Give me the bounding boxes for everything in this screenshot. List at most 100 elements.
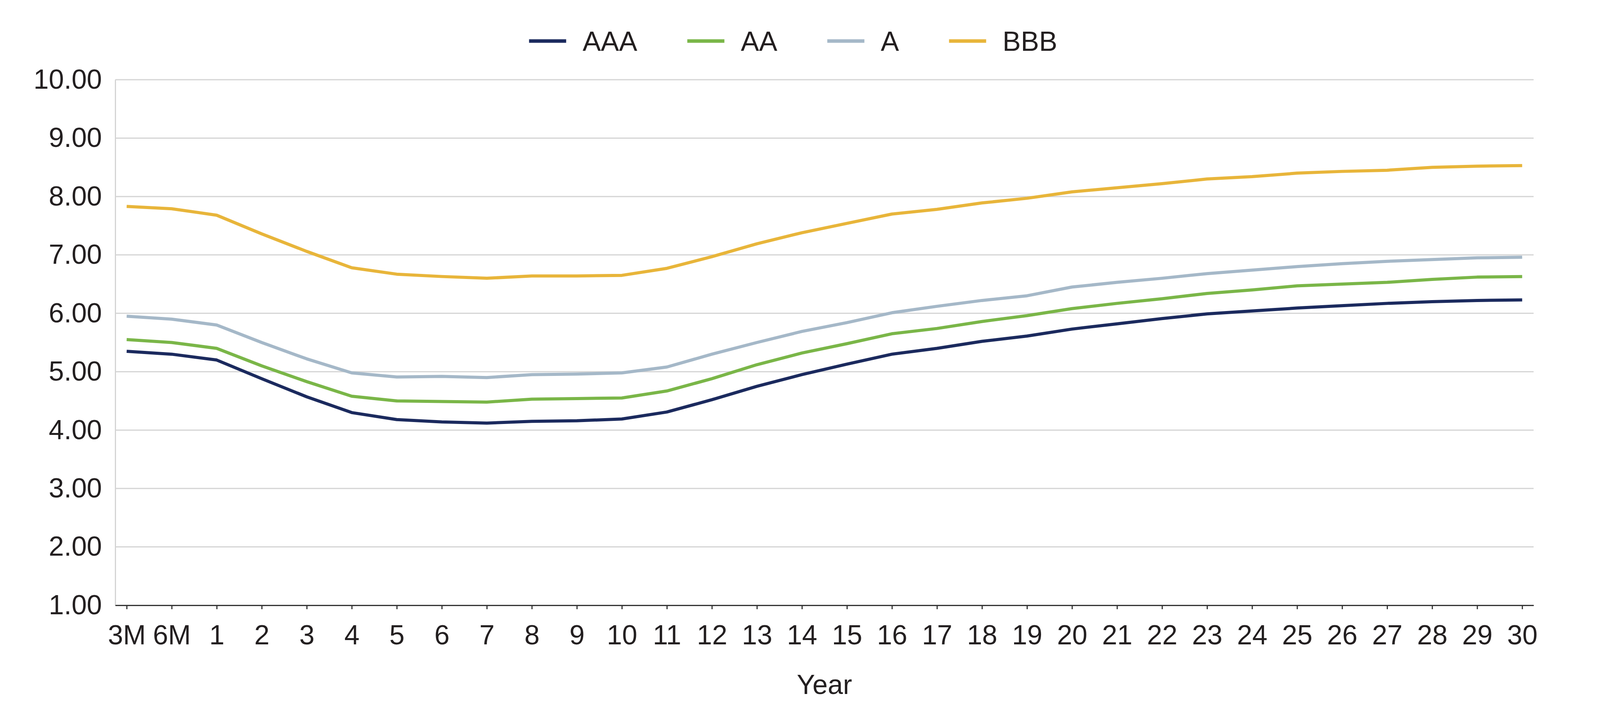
y-tick-label: 3.00 bbox=[48, 472, 102, 504]
y-tick-label: 8.00 bbox=[48, 180, 102, 212]
y-tick: 5.00 bbox=[48, 355, 116, 387]
x-tick-mark bbox=[1476, 605, 1478, 609]
x-tick-mark bbox=[666, 605, 668, 609]
x-tick-mark bbox=[1251, 605, 1253, 609]
x-tick: 8 bbox=[524, 605, 540, 650]
y-axis: 1.002.003.004.005.006.007.008.009.0010.0… bbox=[33, 64, 116, 620]
x-tick: 27 bbox=[1372, 605, 1403, 650]
x-tick: 21 bbox=[1101, 605, 1133, 650]
y-tick: 7.00 bbox=[48, 239, 116, 270]
x-tick: 28 bbox=[1417, 605, 1448, 650]
x-tick: 4 bbox=[344, 605, 360, 650]
x-tick-mark bbox=[711, 605, 713, 609]
x-tick: 17 bbox=[921, 605, 953, 650]
legend-item: AA bbox=[687, 26, 778, 57]
x-tick-mark bbox=[216, 605, 218, 609]
x-tick-label: 21 bbox=[1101, 619, 1133, 650]
series-line bbox=[126, 276, 1522, 402]
y-axis-line bbox=[114, 80, 117, 606]
grid-line bbox=[115, 429, 1534, 431]
y-tick-label: 10.00 bbox=[33, 64, 102, 95]
x-tick-label: 6M bbox=[152, 619, 191, 650]
x-tick-mark bbox=[621, 605, 623, 609]
x-tick: 7 bbox=[479, 605, 495, 650]
x-tick-mark bbox=[891, 605, 893, 609]
legend-swatch bbox=[528, 39, 567, 43]
legend-item: A bbox=[827, 26, 900, 57]
x-tick: 30 bbox=[1507, 605, 1538, 650]
x-tick-label: 22 bbox=[1146, 619, 1178, 650]
x-tick-mark bbox=[756, 605, 758, 609]
x-tick-label: 10 bbox=[606, 619, 638, 650]
x-tick-label: 5 bbox=[389, 619, 405, 650]
x-tick: 11 bbox=[652, 605, 682, 650]
x-tick-mark bbox=[846, 605, 848, 609]
x-tick-label: 27 bbox=[1372, 619, 1403, 650]
x-tick-label: 26 bbox=[1326, 619, 1358, 650]
grid-line bbox=[115, 312, 1534, 314]
x-tick-label: 3M bbox=[107, 619, 146, 650]
series-line bbox=[126, 257, 1522, 378]
x-tick: 9 bbox=[569, 605, 585, 650]
x-tick-mark bbox=[126, 605, 128, 609]
grid-line bbox=[115, 604, 1534, 606]
legend-swatch bbox=[949, 39, 987, 43]
x-tick: 24 bbox=[1237, 605, 1268, 650]
x-tick: 25 bbox=[1282, 605, 1313, 650]
y-tick: 3.00 bbox=[48, 472, 116, 504]
x-tick: 6 bbox=[434, 605, 450, 650]
legend-swatch bbox=[827, 39, 865, 43]
x-tick-label: 9 bbox=[569, 619, 585, 650]
grid-line bbox=[115, 79, 1534, 81]
x-tick-mark bbox=[486, 605, 488, 609]
x-tick-mark bbox=[1161, 605, 1163, 609]
x-tick-label: 3 bbox=[299, 619, 315, 650]
x-tick-mark bbox=[396, 605, 398, 609]
x-tick-mark bbox=[1431, 605, 1433, 609]
legend-item: BBB bbox=[949, 26, 1058, 57]
x-tick: 5 bbox=[389, 605, 405, 650]
y-tick: 4.00 bbox=[48, 414, 116, 445]
x-tick-label: 12 bbox=[696, 619, 728, 650]
x-tick-mark bbox=[1341, 605, 1343, 609]
x-tick-label: 8 bbox=[524, 619, 540, 650]
grid-line bbox=[115, 546, 1534, 548]
x-tick-label: 1 bbox=[209, 619, 225, 650]
x-tick: 3M bbox=[107, 605, 146, 650]
x-tick: 20 bbox=[1057, 605, 1088, 650]
x-tick-label: 25 bbox=[1282, 619, 1313, 650]
x-tick-mark bbox=[261, 605, 263, 609]
y-tick-label: 5.00 bbox=[48, 355, 102, 387]
x-tick-mark bbox=[1116, 605, 1118, 609]
legend-label: BBB bbox=[1002, 26, 1058, 57]
grid-line bbox=[115, 487, 1534, 490]
x-tick-label: 20 bbox=[1057, 619, 1088, 650]
x-tick-mark bbox=[1386, 605, 1388, 609]
x-tick: 29 bbox=[1462, 605, 1493, 650]
x-axis-line bbox=[115, 604, 1534, 606]
series-line bbox=[126, 165, 1522, 279]
x-tick: 15 bbox=[832, 605, 863, 650]
x-tick: 23 bbox=[1192, 605, 1223, 650]
x-tick-label: 24 bbox=[1237, 619, 1268, 650]
x-tick: 22 bbox=[1146, 605, 1178, 650]
x-tick-label: 19 bbox=[1012, 619, 1043, 650]
y-tick: 9.00 bbox=[48, 122, 116, 153]
x-tick-mark bbox=[351, 605, 353, 609]
y-tick: 2.00 bbox=[48, 530, 116, 562]
x-tick-label: 17 bbox=[921, 619, 953, 650]
y-tick: 8.00 bbox=[48, 180, 116, 212]
x-tick-label: 28 bbox=[1417, 619, 1448, 650]
x-tick-label: 14 bbox=[786, 619, 818, 650]
x-tick-mark bbox=[441, 605, 443, 609]
x-tick: 18 bbox=[966, 605, 998, 650]
x-tick-label: 29 bbox=[1462, 619, 1493, 650]
x-tick-label: 30 bbox=[1507, 619, 1538, 650]
y-tick-label: 6.00 bbox=[48, 297, 102, 329]
x-tick-mark bbox=[801, 605, 803, 609]
x-tick-mark bbox=[1521, 605, 1524, 609]
x-tick: 6M bbox=[152, 605, 191, 650]
x-tick: 14 bbox=[786, 605, 818, 650]
x-tick-label: 2 bbox=[254, 619, 270, 650]
x-tick-label: 16 bbox=[876, 619, 908, 650]
